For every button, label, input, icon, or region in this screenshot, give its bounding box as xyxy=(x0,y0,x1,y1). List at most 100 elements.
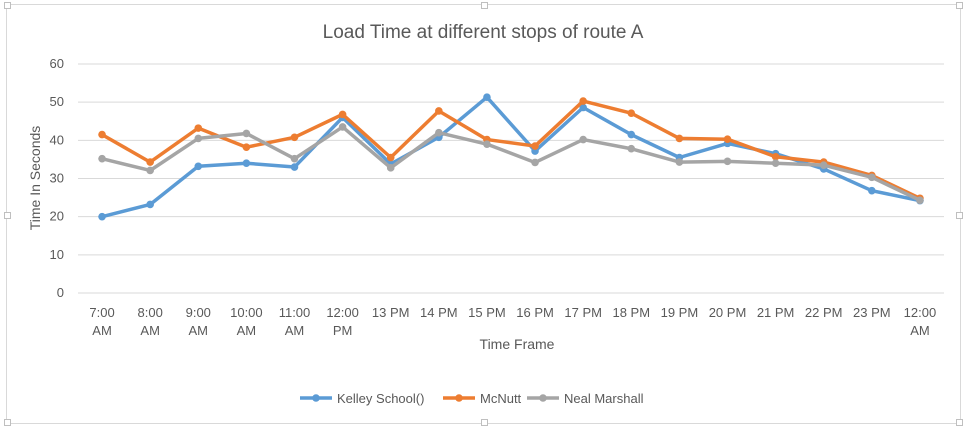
x-tick-label: 15 PM xyxy=(468,305,506,320)
resize-handle-bottom-left[interactable] xyxy=(4,419,11,426)
x-tick-label-line: 14 PM xyxy=(420,305,458,320)
data-point[interactable] xyxy=(242,159,251,168)
data-point[interactable] xyxy=(242,143,251,152)
legend-item[interactable]: Neal Marshall xyxy=(527,391,644,406)
x-tick-label-line: AM xyxy=(92,323,112,338)
data-point[interactable] xyxy=(579,135,587,144)
x-tick-label: 16 PM xyxy=(516,305,554,320)
x-tick-label: 12:00 AM xyxy=(904,305,937,338)
x-tick-label: 23 PM xyxy=(853,305,891,320)
data-point[interactable] xyxy=(627,144,636,153)
data-point[interactable] xyxy=(723,135,732,143)
x-tick-label: 19 PM xyxy=(661,305,699,320)
series-line xyxy=(100,99,922,201)
data-point[interactable] xyxy=(771,159,780,168)
x-tick-label-line: 7:00 xyxy=(89,305,114,320)
data-point[interactable] xyxy=(627,109,636,118)
chart-area[interactable] xyxy=(4,2,963,426)
data-point[interactable] xyxy=(675,134,684,143)
data-point[interactable] xyxy=(146,200,154,209)
x-tick-label: 13 PM xyxy=(372,305,410,320)
x-tick-label-line: 13 PM xyxy=(372,305,410,320)
data-point[interactable] xyxy=(675,158,684,166)
data-point[interactable] xyxy=(146,166,154,175)
series-1 xyxy=(98,97,924,203)
x-tick-label: 11:00 AM xyxy=(279,305,311,338)
data-point[interactable] xyxy=(723,157,732,166)
x-tick-label: 10:00 AM xyxy=(230,305,263,338)
data-point[interactable] xyxy=(98,212,106,221)
data-point[interactable] xyxy=(483,140,491,148)
x-tick-label: 7:00 AM xyxy=(89,305,114,338)
x-tick-label-line: 12:00 xyxy=(904,305,937,320)
data-point[interactable] xyxy=(627,130,636,139)
x-tick-label-line: PM xyxy=(333,323,353,338)
x-tick-label-line: AM xyxy=(910,323,930,338)
data-point[interactable] xyxy=(819,161,828,169)
data-point[interactable] xyxy=(771,152,780,161)
y-axis-title: Time In Seconds xyxy=(27,126,43,231)
legend-label: McNutt xyxy=(480,391,522,406)
data-point[interactable] xyxy=(868,186,876,195)
resize-handle-bottom-right[interactable] xyxy=(956,419,963,426)
data-point[interactable] xyxy=(194,162,203,171)
data-point[interactable] xyxy=(531,142,539,150)
x-tick-label-line: AM xyxy=(285,323,305,338)
x-tick-label-line: 9:00 xyxy=(186,305,211,320)
x-tick-label-line: 8:00 xyxy=(138,305,163,320)
data-point[interactable] xyxy=(338,110,347,119)
data-point[interactable] xyxy=(98,130,106,139)
x-tick-label-line: 18 PM xyxy=(612,305,650,320)
x-tick-label-line: AM xyxy=(189,323,209,338)
data-point[interactable] xyxy=(194,124,203,132)
data-point[interactable] xyxy=(146,158,154,166)
series-layer xyxy=(98,93,924,221)
y-tick-label: 30 xyxy=(50,171,64,186)
resize-handle-top-left[interactable] xyxy=(4,2,11,9)
y-tick-label: 10 xyxy=(50,247,64,262)
data-point[interactable] xyxy=(386,153,395,162)
legend-label: Neal Marshall xyxy=(564,391,644,406)
data-point[interactable] xyxy=(290,133,299,142)
y-tick-label: 40 xyxy=(50,132,64,147)
data-point[interactable] xyxy=(916,196,924,205)
data-point[interactable] xyxy=(435,107,443,115)
data-point[interactable] xyxy=(242,129,251,138)
x-tick-label: 14 PM xyxy=(420,305,458,320)
resize-handle-top-middle[interactable] xyxy=(481,2,488,9)
x-tick-label-line: AM xyxy=(237,323,257,338)
resize-handle-middle-left[interactable] xyxy=(4,212,11,219)
series-0 xyxy=(98,93,924,221)
data-point[interactable] xyxy=(386,164,395,172)
x-tick-label: 12:00 PM xyxy=(326,305,359,338)
legend-item[interactable]: Kelley School() xyxy=(300,391,424,406)
y-axis-ticks: 0 10 20 30 40 50 60 xyxy=(50,56,64,300)
x-tick-label-line: 12:00 xyxy=(326,305,359,320)
resize-handle-top-right[interactable] xyxy=(956,2,963,9)
data-point[interactable] xyxy=(579,103,587,112)
x-tick-label-line: 17 PM xyxy=(564,305,602,320)
data-point[interactable] xyxy=(290,154,299,163)
x-tick-label: 9:00 AM xyxy=(186,305,211,338)
x-tick-label-line: 10:00 xyxy=(230,305,263,320)
data-point[interactable] xyxy=(290,163,299,171)
resize-handle-middle-right[interactable] xyxy=(956,212,963,219)
data-point[interactable] xyxy=(435,128,443,137)
x-axis-title: Time Frame xyxy=(480,336,555,352)
gridlines xyxy=(78,63,944,294)
data-point[interactable] xyxy=(194,134,203,143)
data-point[interactable] xyxy=(483,93,491,102)
legend-item[interactable]: McNutt xyxy=(443,391,522,406)
series-line xyxy=(100,125,922,203)
x-tick-label: 18 PM xyxy=(612,305,650,320)
x-tick-label: 21 PM xyxy=(757,305,795,320)
resize-handle-bottom-middle[interactable] xyxy=(481,419,488,426)
x-tick-label: 20 PM xyxy=(709,305,747,320)
data-point[interactable] xyxy=(868,173,876,182)
data-point[interactable] xyxy=(98,154,106,163)
x-tick-label-line: 19 PM xyxy=(661,305,699,320)
data-point[interactable] xyxy=(338,123,347,131)
data-point[interactable] xyxy=(531,158,539,167)
data-point[interactable] xyxy=(579,97,587,105)
x-tick-label-line: 23 PM xyxy=(853,305,891,320)
